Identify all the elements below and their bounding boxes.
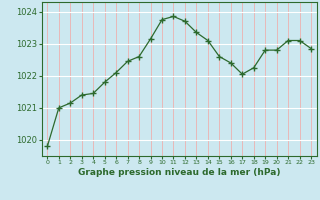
X-axis label: Graphe pression niveau de la mer (hPa): Graphe pression niveau de la mer (hPa) (78, 168, 280, 177)
